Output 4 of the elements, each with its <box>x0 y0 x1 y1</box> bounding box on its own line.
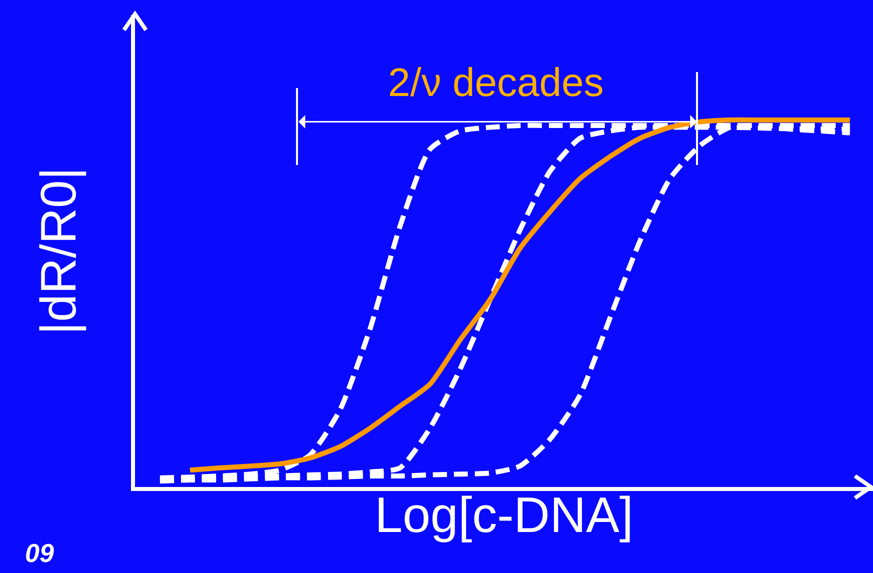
text: 2/ν decades <box>388 61 604 105</box>
text: 09 <box>25 538 54 568</box>
y-axis-title: |dR/R0| <box>30 167 86 335</box>
x-axis-title: Log[c-DNA] <box>374 487 634 543</box>
